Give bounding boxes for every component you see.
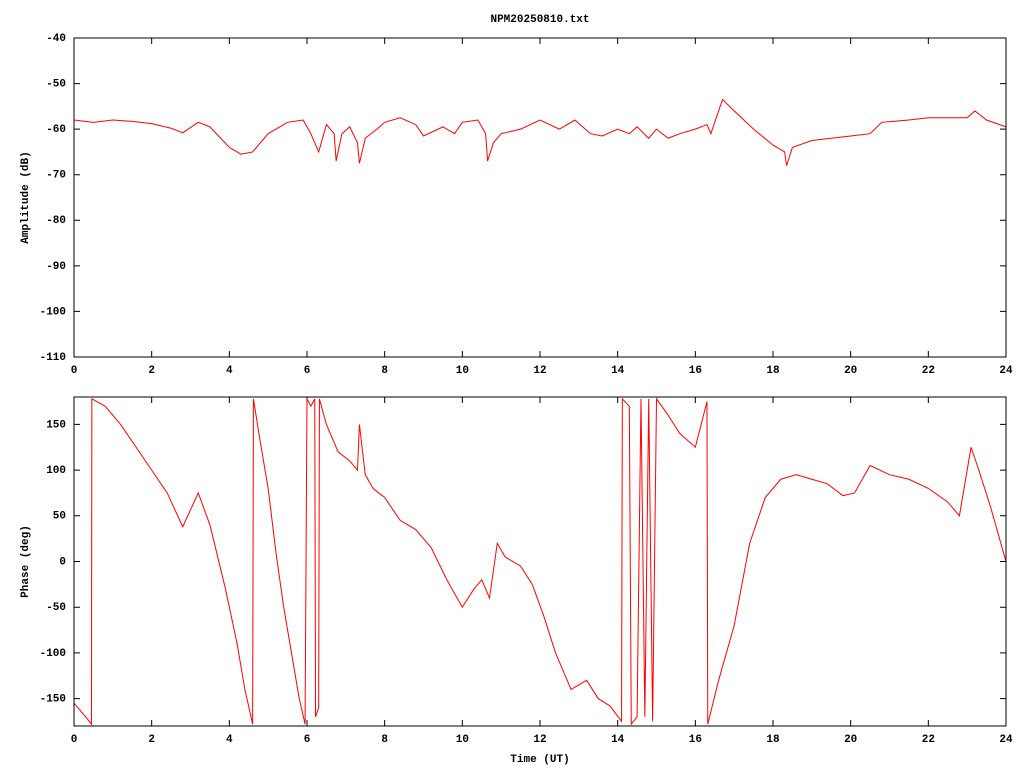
y-tick-label: -110 [40, 352, 66, 364]
y-tick-label: 50 [53, 511, 66, 523]
x-tick-label: 22 [922, 365, 935, 377]
data-line [73, 397, 1007, 726]
x-tick-label: 24 [999, 365, 1013, 377]
y-axis-label: Amplitude (dB) [20, 151, 32, 243]
data-line [73, 98, 1007, 166]
y-tick-label: 0 [59, 556, 66, 568]
x-tick-label: 6 [304, 365, 311, 377]
y-tick-label: -60 [46, 124, 66, 136]
x-tick-label: 16 [689, 365, 702, 377]
y-tick-label: -90 [46, 261, 66, 273]
x-tick-label: 20 [844, 734, 857, 746]
y-tick-label: -150 [40, 693, 66, 705]
y-tick-label: -40 [46, 33, 66, 45]
x-tick-label: 8 [381, 734, 388, 746]
y-tick-label: 100 [46, 465, 66, 477]
x-tick-label: 4 [226, 734, 233, 746]
x-tick-label: 14 [611, 734, 625, 746]
x-tick-label: 10 [456, 734, 469, 746]
y-tick-label: -50 [46, 78, 66, 90]
x-tick-label: 12 [533, 365, 546, 377]
x-tick-label: 16 [689, 734, 702, 746]
chart-title: NPM20250810.txt [490, 14, 589, 26]
x-tick-label: 20 [844, 365, 857, 377]
x-tick-label: 2 [148, 734, 155, 746]
y-tick-label: -100 [40, 648, 66, 660]
y-tick-label: -70 [46, 170, 66, 182]
x-tick-label: 4 [226, 365, 233, 377]
x-tick-label: 0 [71, 734, 78, 746]
y-axis-label: Phase (deg) [20, 525, 32, 598]
x-tick-label: 18 [766, 734, 780, 746]
x-tick-label: 10 [456, 365, 469, 377]
x-tick-label: 22 [922, 734, 935, 746]
x-tick-label: 14 [611, 365, 625, 377]
x-tick-label: 18 [766, 365, 780, 377]
x-tick-label: 0 [71, 365, 78, 377]
y-tick-label: -100 [40, 306, 66, 318]
y-tick-label: -80 [46, 215, 66, 227]
plot-border [73, 37, 1007, 358]
x-tick-label: 12 [533, 734, 546, 746]
y-tick-label: 150 [46, 419, 66, 431]
x-axis-label: Time (UT) [510, 754, 569, 766]
y-tick-label: -50 [46, 602, 66, 614]
x-tick-label: 8 [381, 365, 388, 377]
plot-border [73, 396, 1007, 727]
x-tick-label: 2 [148, 365, 155, 377]
x-tick-label: 6 [304, 734, 311, 746]
x-tick-label: 24 [999, 734, 1013, 746]
